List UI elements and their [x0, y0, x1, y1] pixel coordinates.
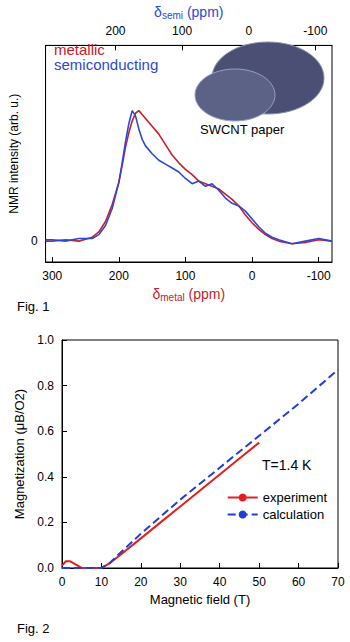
svg-text:SWCNT paper: SWCNT paper: [200, 122, 285, 137]
svg-text:0.6: 0.6: [37, 424, 54, 438]
svg-text:30: 30: [174, 575, 188, 589]
svg-text:-100: -100: [307, 269, 331, 283]
svg-text:experiment: experiment: [263, 490, 328, 505]
svg-text:δ: δ: [152, 286, 160, 302]
svg-text:-100: -100: [303, 24, 327, 38]
svg-text:δ: δ: [154, 4, 162, 20]
svg-text:200: 200: [105, 24, 125, 38]
svg-text:20: 20: [134, 575, 148, 589]
svg-text:metal: metal: [160, 292, 184, 303]
svg-text:300: 300: [42, 269, 62, 283]
svg-text:0: 0: [59, 575, 66, 589]
svg-text:100: 100: [172, 24, 192, 38]
svg-text:200: 200: [109, 269, 129, 283]
svg-text:10: 10: [95, 575, 109, 589]
svg-text:0.8: 0.8: [37, 379, 54, 393]
svg-text:60: 60: [292, 575, 306, 589]
svg-text:0.0: 0.0: [37, 561, 54, 575]
svg-text:Fig. 1: Fig. 1: [17, 299, 50, 314]
svg-text:Magnetization (μB/O2): Magnetization (μB/O2): [12, 389, 27, 519]
svg-text:70: 70: [331, 575, 345, 589]
svg-text:Magnetic field (T): Magnetic field (T): [150, 592, 250, 607]
svg-text:semiconducting: semiconducting: [54, 56, 158, 73]
svg-text:0: 0: [249, 269, 256, 283]
svg-text:calculation: calculation: [263, 507, 324, 522]
svg-text:Fig. 2: Fig. 2: [17, 621, 50, 636]
svg-text:metallic: metallic: [54, 41, 105, 58]
svg-text:0.4: 0.4: [37, 470, 54, 484]
svg-text:100: 100: [175, 269, 195, 283]
svg-text:40: 40: [213, 575, 227, 589]
svg-text:1.0: 1.0: [37, 333, 54, 347]
svg-text:semi: semi: [162, 10, 183, 21]
svg-text:0.2: 0.2: [37, 515, 54, 529]
svg-text:(ppm): (ppm): [183, 4, 223, 20]
svg-text:50: 50: [252, 575, 266, 589]
svg-text:0: 0: [31, 234, 38, 248]
svg-text:(ppm): (ppm): [185, 286, 225, 302]
svg-text:NMR intensity (arb. u.): NMR intensity (arb. u.): [7, 94, 21, 214]
svg-text:T=1.4 K: T=1.4 K: [262, 457, 312, 473]
svg-text:0: 0: [245, 24, 252, 38]
